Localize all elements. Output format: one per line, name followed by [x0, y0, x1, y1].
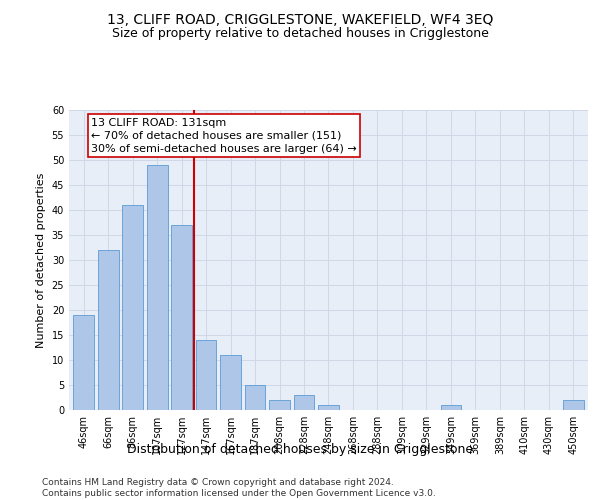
Text: Size of property relative to detached houses in Crigglestone: Size of property relative to detached ho… [112, 28, 488, 40]
Bar [147, 165, 167, 410]
Text: 13, CLIFF ROAD, CRIGGLESTONE, WAKEFIELD, WF4 3EQ: 13, CLIFF ROAD, CRIGGLESTONE, WAKEFIELD,… [107, 12, 493, 26]
Text: Distribution of detached houses by size in Crigglestone: Distribution of detached houses by size … [127, 442, 473, 456]
Text: 13 CLIFF ROAD: 131sqm
← 70% of detached houses are smaller (151)
30% of semi-det: 13 CLIFF ROAD: 131sqm ← 70% of detached … [91, 118, 357, 154]
Bar [563, 400, 584, 410]
Bar [245, 385, 265, 410]
Bar [318, 405, 339, 410]
Bar [440, 405, 461, 410]
Bar [122, 205, 143, 410]
Text: Contains HM Land Registry data © Crown copyright and database right 2024.
Contai: Contains HM Land Registry data © Crown c… [42, 478, 436, 498]
Y-axis label: Number of detached properties: Number of detached properties [36, 172, 46, 348]
Bar [98, 250, 119, 410]
Bar [73, 315, 94, 410]
Bar [171, 225, 192, 410]
Bar [293, 395, 314, 410]
Bar [196, 340, 217, 410]
Bar [220, 355, 241, 410]
Bar [269, 400, 290, 410]
